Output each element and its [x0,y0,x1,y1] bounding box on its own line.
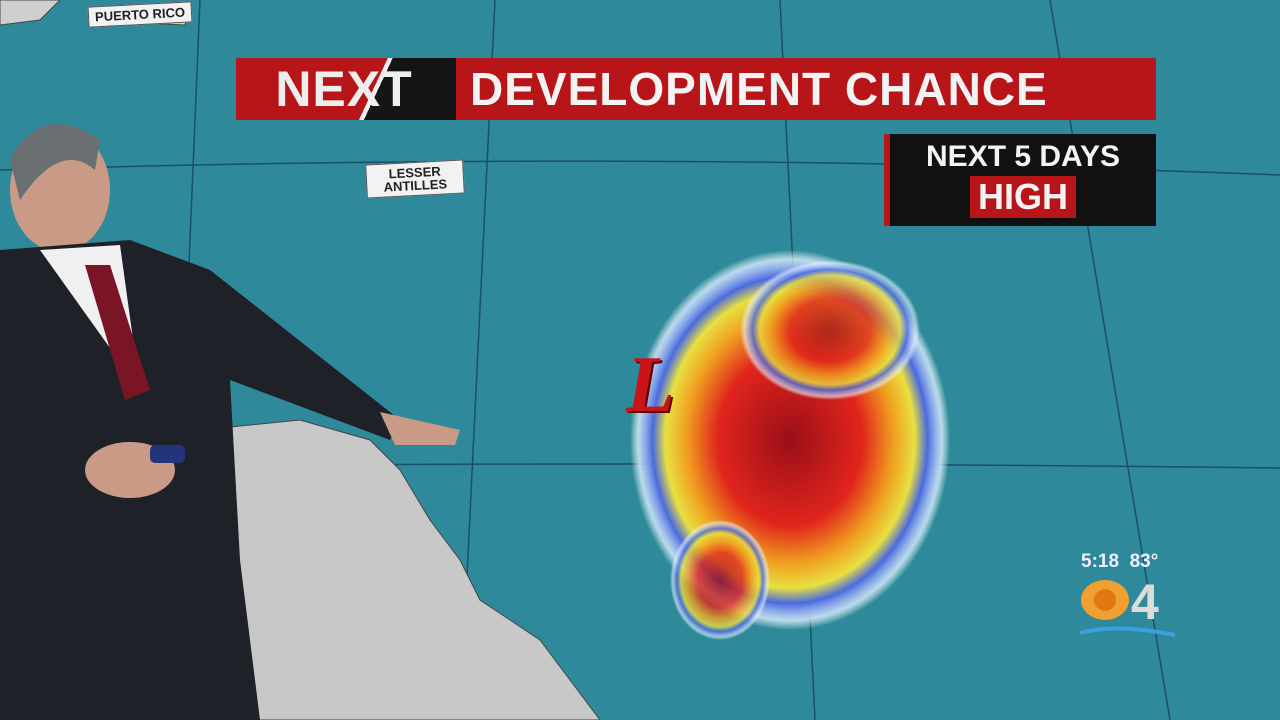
chance-level-badge: HIGH [970,176,1076,218]
cbs4-logo: 4 [1079,575,1176,637]
time-temperature-readout: 5:18 83° [1081,551,1158,573]
title-banner: NEXT DEVELOPMENT CHANCE [236,58,1156,120]
banner-title: DEVELOPMENT CHANCE [452,58,1156,120]
low-pressure-marker: L [626,341,675,429]
forecast-period: NEXT 5 DAYS [926,140,1120,173]
presenter [0,124,460,720]
next-logo: NEXT [236,58,452,120]
svg-text:4: 4 [1131,575,1159,630]
development-chance-box: NEXT 5 DAYS HIGH [884,134,1156,226]
temperature: 83° [1129,551,1159,572]
time: 5:18 [1081,551,1120,572]
